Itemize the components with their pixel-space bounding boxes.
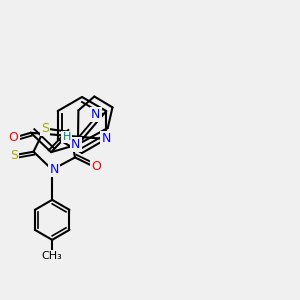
Text: CH₃: CH₃ xyxy=(42,251,62,261)
Text: O: O xyxy=(9,131,19,144)
Text: N: N xyxy=(71,138,81,151)
Text: S: S xyxy=(41,122,49,135)
Text: H: H xyxy=(62,132,71,142)
Text: O: O xyxy=(91,160,101,173)
Text: N: N xyxy=(50,163,59,176)
Text: S: S xyxy=(10,149,18,162)
Text: N: N xyxy=(91,108,101,121)
Text: N: N xyxy=(102,133,111,146)
